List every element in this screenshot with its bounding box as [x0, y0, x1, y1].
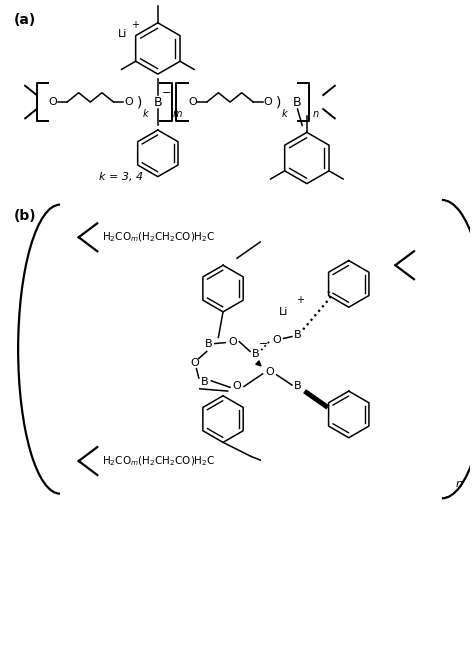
Text: Li: Li: [279, 307, 288, 317]
Text: −: −: [162, 88, 171, 98]
Text: (b): (b): [13, 210, 36, 223]
Text: (a): (a): [13, 13, 36, 28]
Text: O: O: [228, 337, 237, 347]
Text: +: +: [296, 295, 304, 305]
Text: B: B: [252, 349, 259, 359]
Text: O: O: [265, 368, 274, 377]
Text: O: O: [264, 97, 273, 107]
Text: O: O: [233, 381, 241, 391]
Text: −: −: [259, 340, 269, 350]
Text: n: n: [456, 479, 463, 489]
Text: B: B: [294, 381, 301, 391]
Text: O: O: [49, 97, 57, 107]
Text: O: O: [124, 97, 133, 107]
Text: B: B: [205, 340, 213, 350]
Text: ): ): [137, 95, 142, 109]
Text: k: k: [143, 108, 148, 119]
Text: k = 3, 4: k = 3, 4: [99, 172, 143, 182]
Text: n: n: [312, 108, 319, 119]
Text: O: O: [191, 358, 200, 368]
Text: B: B: [154, 96, 162, 108]
Text: Li: Li: [118, 30, 128, 40]
Text: B: B: [293, 96, 302, 108]
Text: O: O: [272, 335, 281, 345]
Text: B: B: [294, 330, 301, 340]
Text: ): ): [276, 95, 282, 109]
Text: O: O: [188, 97, 197, 107]
Text: m: m: [173, 108, 182, 119]
Text: H$_2$CO$_m$(H$_2$CH$_2$CO)H$_2$C: H$_2$CO$_m$(H$_2$CH$_2$CO)H$_2$C: [102, 454, 215, 468]
Text: B: B: [201, 377, 208, 387]
Text: k: k: [282, 108, 288, 119]
Text: +: +: [131, 20, 139, 30]
Text: H$_2$CO$_m$(H$_2$CH$_2$CO)H$_2$C: H$_2$CO$_m$(H$_2$CH$_2$CO)H$_2$C: [102, 231, 215, 244]
